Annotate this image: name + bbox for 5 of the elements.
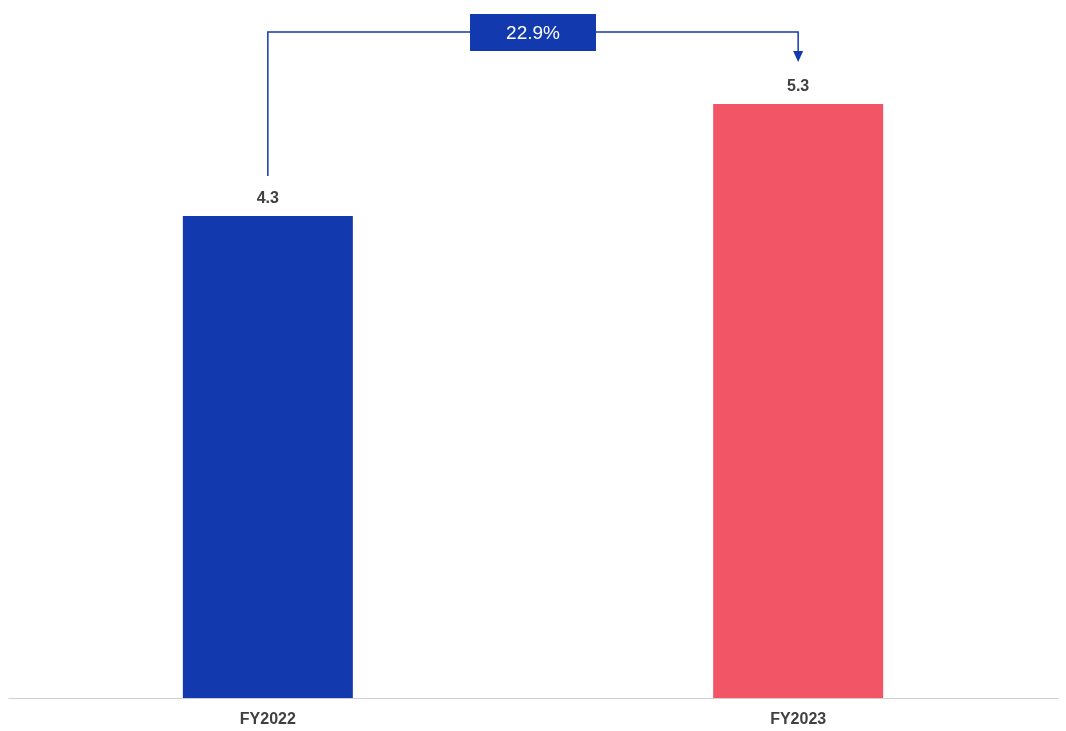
data-label: 5.3 bbox=[787, 76, 810, 94]
x-tick-label: FY2022 bbox=[239, 709, 296, 727]
data-label: 4.3 bbox=[256, 189, 280, 207]
x-tick-label: FY2023 bbox=[770, 709, 827, 727]
text: 22.9% bbox=[506, 22, 561, 43]
